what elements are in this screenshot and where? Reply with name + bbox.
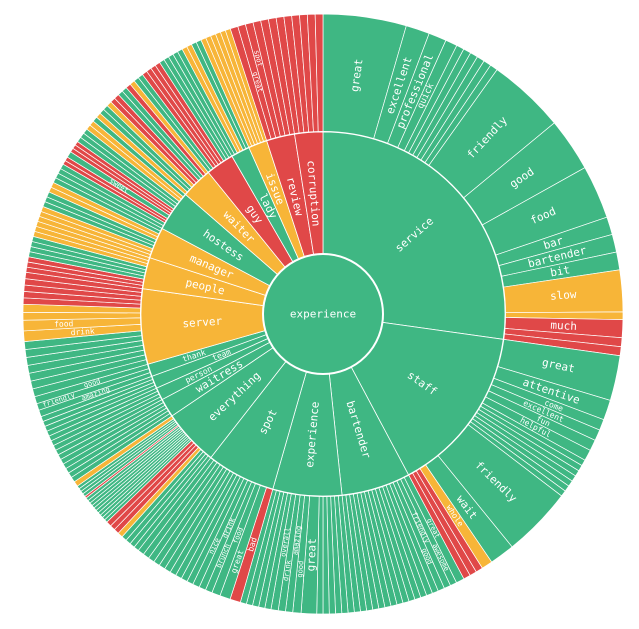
outer-ring: [22, 13, 624, 615]
center-circle[interactable]: [262, 253, 384, 375]
middle-ring: [140, 131, 506, 497]
center-node[interactable]: experience: [262, 253, 384, 375]
